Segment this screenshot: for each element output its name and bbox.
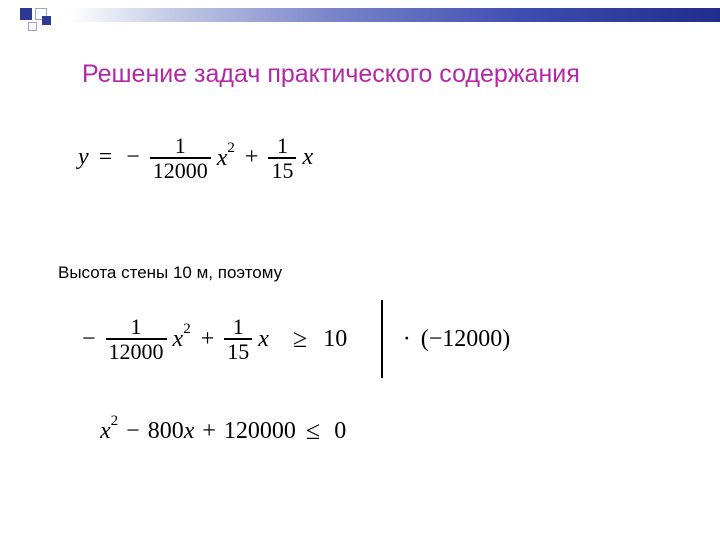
equals-sign: = <box>95 144 117 171</box>
equation-3: x2 − 800x + 120000 ≤ 0 <box>100 416 350 446</box>
decor-square-icon <box>28 22 37 31</box>
numerator: 1 <box>274 134 291 157</box>
var-x: x <box>258 326 269 353</box>
equation-1: y = − 1 12000 x2 + 1 15 x <box>78 134 313 182</box>
leq-sign: ≤ <box>300 416 326 446</box>
denominator: 15 <box>224 340 252 363</box>
numerator: 1 <box>230 315 247 338</box>
denominator: 12000 <box>150 159 211 182</box>
page-title: Решение задач практического содержания <box>82 60 580 89</box>
fraction-1-over-15: 1 15 <box>224 315 252 363</box>
plus-sign: + <box>197 326 219 353</box>
var-x: x2 <box>100 417 118 445</box>
decor-square-icon <box>20 8 32 20</box>
dot-sign: · <box>399 326 415 353</box>
minus-sign: − <box>122 144 144 171</box>
fraction-1-over-12000: 1 12000 <box>150 134 211 182</box>
numerator: 1 <box>172 134 189 157</box>
var-x: x <box>302 144 313 171</box>
equation-2: − 1 12000 x2 + 1 15 x ≥ 10 · (−12000) <box>78 300 510 378</box>
multiplier: (−12000) <box>421 326 511 353</box>
plus-sign: + <box>241 144 263 171</box>
numerator: 1 <box>128 315 145 338</box>
rhs-value: 10 <box>319 326 365 353</box>
plus-sign: + <box>198 418 220 445</box>
fraction-1-over-15: 1 15 <box>268 134 296 182</box>
fraction-1-over-12000: 1 12000 <box>106 315 167 363</box>
term-120000: 120000 <box>224 418 296 445</box>
minus-sign: − <box>78 326 100 353</box>
wall-height-label: Высота стены 10 м, поэтому <box>58 263 282 283</box>
var-y: y <box>78 144 89 171</box>
var-x: x2 <box>217 144 235 172</box>
term-800x: 800x <box>148 418 195 445</box>
minus-sign: − <box>122 418 144 445</box>
geq-sign: ≥ <box>275 324 313 354</box>
denominator: 12000 <box>106 340 167 363</box>
gradient-bar <box>70 8 720 22</box>
header-band <box>0 0 720 32</box>
vertical-bar <box>381 300 383 378</box>
decor-square-icon <box>42 16 51 25</box>
var-x: x2 <box>173 325 191 353</box>
rhs-zero: 0 <box>330 418 350 445</box>
denominator: 15 <box>268 159 296 182</box>
